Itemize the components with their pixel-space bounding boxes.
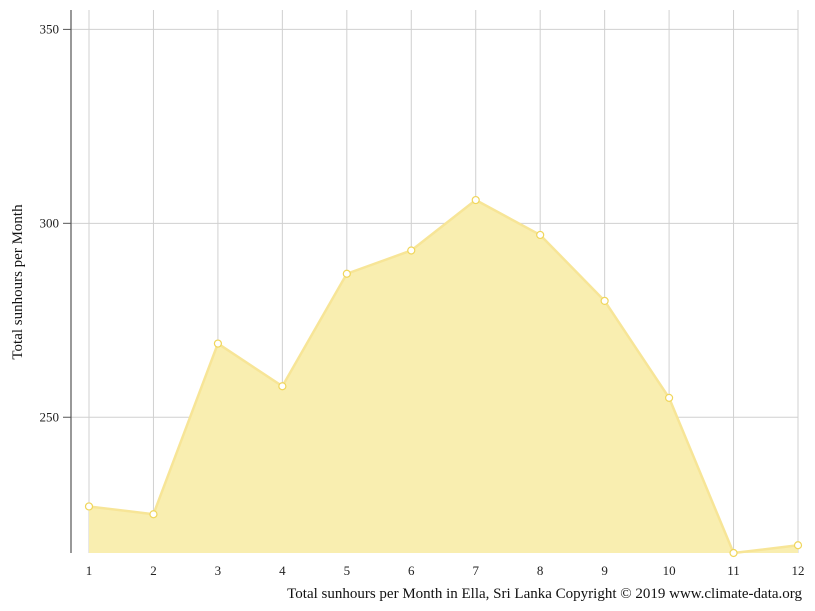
x-tick-label-11: 11 [727,563,740,578]
area-fill [89,200,798,554]
y-axis-title: Total sunhours per Month [10,204,26,360]
x-tick-label-7: 7 [472,563,479,578]
data-point-4 [278,382,287,391]
data-point-7 [471,195,480,205]
x-tick-label-2: 2 [150,563,157,578]
x-tick-label-10: 10 [663,563,676,578]
x-tick-label-9: 9 [601,563,608,578]
data-point-1 [84,502,94,511]
x-tick-label-3: 3 [215,563,222,578]
data-point-3 [213,339,223,348]
data-point-10 [664,393,674,402]
data-point-9 [600,296,609,305]
x-tick-label-12: 12 [792,563,805,578]
data-point-5 [342,269,351,278]
y-tick-label-300: 300 [40,215,60,230]
y-tick-label-250: 250 [40,409,60,424]
x-tick-label-4: 4 [279,563,286,578]
data-point-11 [729,548,738,558]
series-line [88,198,799,555]
data-point-8 [536,230,545,240]
area-series [88,198,799,555]
x-tick-label-1: 1 [86,563,93,578]
y-tick-label-350: 350 [40,21,60,36]
axes [63,10,72,553]
x-tick-label-8: 8 [537,563,544,578]
x-tick-label-5: 5 [344,563,351,578]
data-point-12 [793,541,803,550]
data-point-6 [407,246,416,255]
data-point-2 [149,510,158,519]
x-tick-label-6: 6 [408,563,415,578]
x-axis-caption: Total sunhours per Month in Ella, Sri La… [287,586,802,602]
data-points [84,195,803,558]
